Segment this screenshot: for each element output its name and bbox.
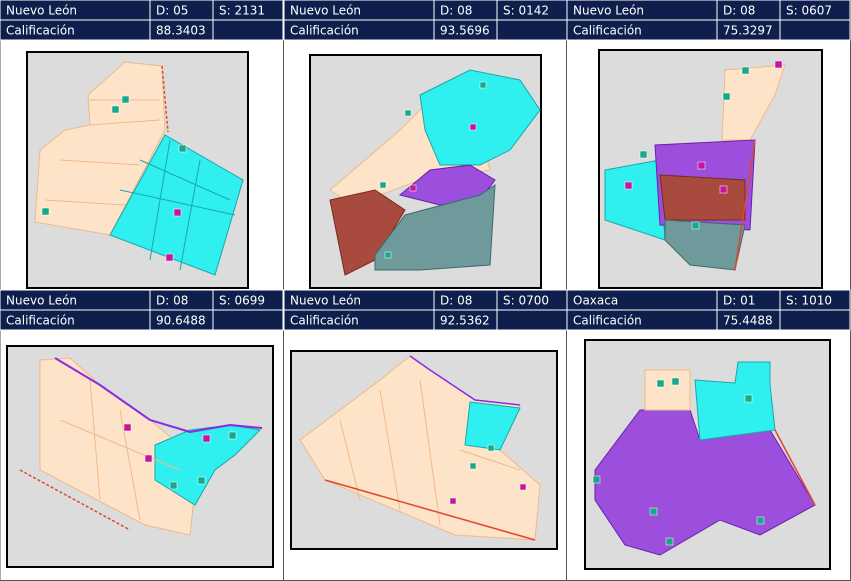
score-label: Calificación (6, 24, 75, 38)
score: 75.3297 (723, 24, 773, 38)
score-label: Calificación (573, 314, 642, 328)
section: S: 0142 (503, 4, 549, 18)
map-3 (598, 49, 823, 289)
score: 75.4488 (723, 314, 773, 328)
score-label: Calificación (290, 24, 359, 38)
score: 92.5362 (440, 314, 490, 328)
state-name: Nuevo León (573, 4, 644, 18)
section: S: 0700 (503, 294, 549, 308)
score-label: Calificación (290, 314, 359, 328)
header-cell (212, 309, 284, 331)
map-2 (309, 54, 542, 289)
section: S: 0607 (786, 4, 832, 18)
score-label: Calificación (6, 314, 75, 328)
district: D: 08 (440, 4, 472, 18)
map-5 (290, 350, 558, 550)
state-name: Nuevo León (6, 294, 77, 308)
district: D: 08 (440, 294, 472, 308)
score: 90.6488 (156, 314, 206, 328)
state-name: Oaxaca (573, 294, 618, 308)
header-cell (496, 309, 568, 331)
section: S: 2131 (219, 4, 265, 18)
map-4 (6, 345, 274, 568)
score-label: Calificación (573, 24, 642, 38)
section: S: 0699 (219, 294, 265, 308)
state-name: Nuevo León (290, 294, 361, 308)
district: D: 01 (723, 294, 755, 308)
header-cell (496, 19, 568, 41)
state-name: Nuevo León (290, 4, 361, 18)
map-1 (26, 51, 249, 289)
district: D: 05 (156, 4, 188, 18)
score: 93.5696 (440, 24, 490, 38)
district: D: 08 (723, 4, 755, 18)
state-name: Nuevo León (6, 4, 77, 18)
map-6 (584, 339, 831, 570)
section: S: 1010 (786, 294, 832, 308)
score: 88.3403 (156, 24, 206, 38)
header-cell (212, 19, 284, 41)
header-cell (779, 19, 851, 41)
district: D: 08 (156, 294, 188, 308)
header-cell (779, 309, 851, 331)
